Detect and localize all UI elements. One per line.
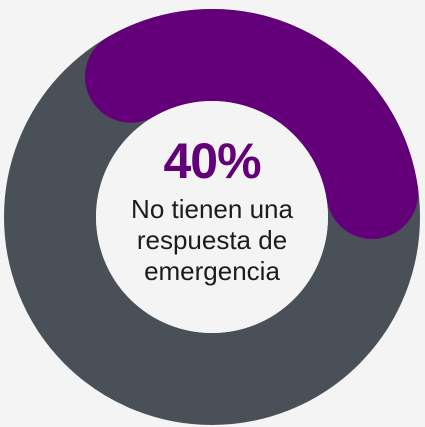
donut-hole [96, 101, 328, 333]
donut-slice-highlight [85, 9, 419, 239]
